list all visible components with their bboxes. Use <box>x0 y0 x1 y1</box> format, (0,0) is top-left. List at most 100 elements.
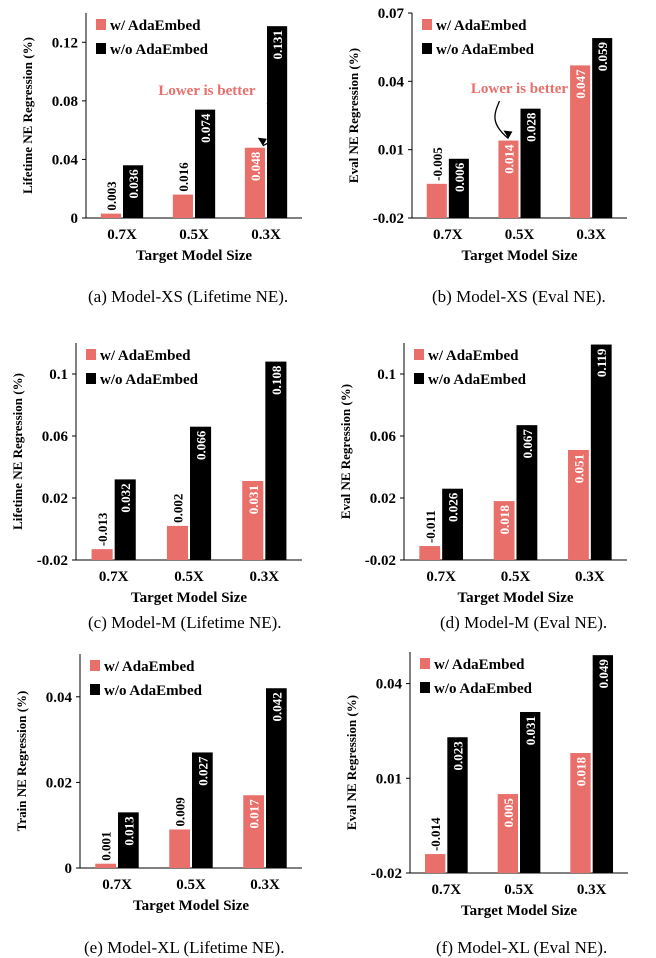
caption-f: (f) Model-XL (Eval NE). <box>436 938 608 957</box>
legend-swatch <box>96 19 106 30</box>
bar-with-adaembed <box>493 501 515 560</box>
legend-label: w/ AdaEmbed <box>434 657 525 673</box>
bar-with-adaembed <box>242 480 264 560</box>
y-axis-title: Eval NE Regression (%) <box>346 48 361 183</box>
bar-without-adaembed <box>266 688 287 868</box>
legend-label: w/ AdaEmbed <box>104 659 195 675</box>
legend-swatch <box>86 349 96 360</box>
annotation-arrowhead <box>257 137 267 146</box>
bar-with-adaembed <box>570 65 591 218</box>
caption-c: (c) Model-M (Lifetime NE). <box>88 613 282 632</box>
bar-value-label: 0.018 <box>497 505 512 535</box>
bar-with-adaembed <box>244 147 265 218</box>
y-tick-label: 0.1 <box>49 367 68 383</box>
bar-with-adaembed <box>100 213 121 218</box>
x-tick-label: 0.7X <box>432 882 462 898</box>
caption-d: (d) Model-M (Eval NE). <box>440 613 608 632</box>
caption-e: (e) Model-XL (Lifetime NE). <box>84 938 285 957</box>
chart-svg: -0.02 0.02 0.06 0.1 Eval NE Regression (%) -0… <box>338 343 627 606</box>
y-tick-label: 0.01 <box>378 143 404 159</box>
bar-with-adaembed <box>166 525 188 560</box>
bar-value-label: 0.066 <box>194 430 209 460</box>
legend-swatch <box>420 682 430 693</box>
bar-with-adaembed <box>172 194 193 218</box>
bar-value-label: 0.031 <box>246 485 261 514</box>
bar-value-label: 0.049 <box>596 659 611 689</box>
y-tick-label: 0.06 <box>42 429 69 445</box>
bar-value-label: 0.131 <box>270 30 285 59</box>
bar-without-adaembed <box>447 737 468 873</box>
bar-value-label: 0.047 <box>573 69 588 99</box>
bar-without-adaembed <box>192 752 213 868</box>
x-tick-label: 0.5X <box>174 569 204 585</box>
bar-value-label: -0.011 <box>423 510 438 543</box>
y-tick-label: 0.04 <box>46 690 73 706</box>
x-tick-label: 0.7X <box>107 227 137 243</box>
annotation-label: Lower is better <box>471 81 569 97</box>
annotation-arrowhead <box>503 130 513 139</box>
annotation-arrow <box>494 100 509 140</box>
legend-swatch <box>414 373 424 384</box>
bar-value-label: 0.074 <box>198 113 213 143</box>
x-tick-label: 0.3X <box>251 227 281 243</box>
y-tick-label: 0.1 <box>377 367 396 383</box>
legend-label: w/o AdaEmbed <box>436 42 535 58</box>
y-tick-label: 0 <box>65 861 73 877</box>
bar-value-label: 0.005 <box>501 798 516 828</box>
bar-with-adaembed <box>243 795 264 868</box>
x-axis-title: Target Model Size <box>457 590 573 606</box>
y-tick-label: 0.01 <box>376 771 402 787</box>
x-tick-label: 0.5X <box>501 569 531 585</box>
y-tick-label: 0.04 <box>376 677 403 693</box>
bar-without-adaembed <box>448 158 469 218</box>
bar-value-label: 0.006 <box>452 162 467 192</box>
bar-with-adaembed <box>497 794 518 873</box>
x-tick-label: 0.3X <box>250 569 280 585</box>
chart-svg: 0 0.04 0.08 0.12 Lifetime NE Regression (%) 0… <box>20 13 302 264</box>
legend-label: w/ AdaEmbed <box>100 348 191 364</box>
bar-without-adaembed <box>520 711 541 873</box>
chart-panel-b: -0.02 0.01 0.04 0.07 Eval NE Regression (%) -… <box>328 0 656 305</box>
chart-svg: -0.02 0.02 0.06 0.1 Lifetime NE Regression (… <box>10 343 302 606</box>
bar-without-adaembed <box>123 165 144 218</box>
y-tick-label: 0.02 <box>42 491 68 507</box>
bar-without-adaembed <box>442 488 463 560</box>
x-tick-label: 0.7X <box>426 569 456 585</box>
bar-value-label: 0.051 <box>571 454 586 483</box>
bar-without-adaembed <box>520 108 541 218</box>
chart-panel-d: -0.02 0.02 0.06 0.1 Eval NE Regression (%) -0… <box>328 318 656 608</box>
bar-without-adaembed <box>516 425 538 560</box>
bar-value-label: 0.119 <box>594 348 609 377</box>
bar-with-adaembed <box>95 863 116 868</box>
chart-panel-c: -0.02 0.02 0.06 0.1 Lifetime NE Regression (… <box>0 318 328 608</box>
y-tick-label: 0.12 <box>52 35 78 51</box>
x-tick-label: 0.5X <box>505 227 535 243</box>
bar-value-label: 0.016 <box>176 162 191 192</box>
y-tick-label: 0.07 <box>378 6 405 22</box>
bar-value-label: 0.048 <box>248 151 263 181</box>
bar-value-label: 0.042 <box>269 692 284 721</box>
legend-swatch <box>86 373 96 384</box>
bar-without-adaembed <box>190 426 212 560</box>
chart-svg: -0.02 0.01 0.04 Eval NE Regression (%) -0.01… <box>344 652 628 919</box>
bar-value-label: 0.108 <box>269 365 284 395</box>
bar-value-label: 0.028 <box>524 112 539 142</box>
y-tick-label: 0.04 <box>378 74 405 90</box>
bar-value-label: 0.032 <box>118 483 133 512</box>
x-tick-label: 0.7X <box>433 227 463 243</box>
y-tick-label: 0 <box>71 211 79 227</box>
annotation-label: Lower is better <box>158 83 256 99</box>
bar-value-label: 0.036 <box>126 169 141 199</box>
bar-without-adaembed <box>114 479 136 560</box>
y-tick-label: 0.04 <box>52 152 79 168</box>
legend-swatch <box>414 349 424 360</box>
bar-value-label: -0.005 <box>430 147 445 181</box>
caption-a: (a) Model-XS (Lifetime NE). <box>88 287 289 306</box>
bar-without-adaembed <box>265 361 287 560</box>
y-tick-label: 0.02 <box>370 491 396 507</box>
legend-label: w/o AdaEmbed <box>428 372 527 388</box>
bar-value-label: 0.023 <box>451 741 466 771</box>
legend-swatch <box>96 43 106 54</box>
x-tick-label: 0.3X <box>577 882 607 898</box>
legend-label: w/o AdaEmbed <box>110 42 209 58</box>
